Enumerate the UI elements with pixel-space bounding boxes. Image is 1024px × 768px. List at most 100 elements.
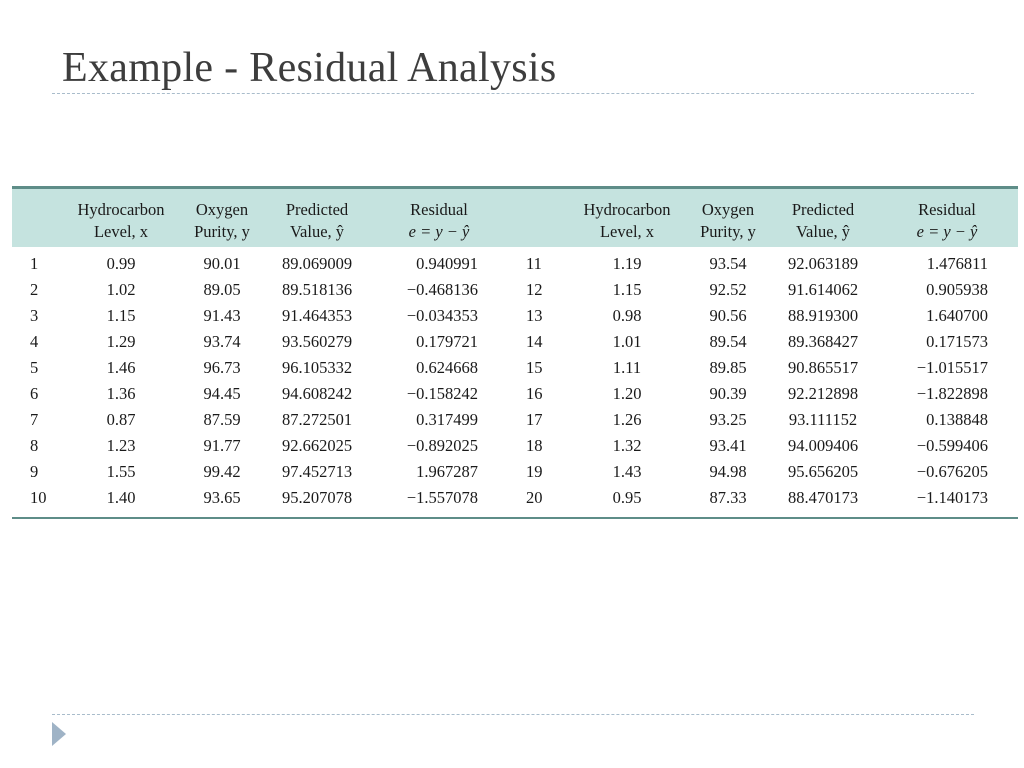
oxygen-cell: 90.56: [709, 306, 747, 325]
header-label: Value, ŷ: [289, 222, 345, 241]
residual-cell: 1.476811: [926, 254, 988, 273]
predicted-cell: 88.919300: [787, 306, 859, 325]
residual-cell: −0.599406: [916, 436, 988, 455]
residual-table: Hydrocarbon Level, x Oxygen Purity, y Pr…: [12, 189, 1018, 511]
residual-cell: −0.468136: [406, 280, 478, 299]
predicted-cell: 92.063189: [787, 254, 859, 273]
header-label: Level, x: [599, 222, 655, 241]
header-label: Hydrocarbon: [583, 200, 671, 219]
obs-cell: 1: [30, 254, 39, 273]
hydrocarbon-cell: 0.98: [612, 306, 642, 325]
obs-cell: 7: [30, 410, 39, 429]
table-bottom-rule: [12, 517, 1018, 519]
residual-table-container: Hydrocarbon Level, x Oxygen Purity, y Pr…: [12, 186, 1018, 519]
residual-cell: 0.171573: [926, 332, 988, 351]
slide-title: Example - Residual Analysis: [62, 45, 557, 91]
oxygen-cell: 87.33: [709, 488, 747, 507]
oxygen-cell: 93.65: [203, 488, 241, 507]
hydrocarbon-cell: 1.29: [106, 332, 136, 351]
obs-cell: 16: [526, 384, 543, 403]
hydrocarbon-cell: 1.02: [106, 280, 136, 299]
oxygen-cell: 99.42: [203, 462, 241, 481]
oxygen-cell: 89.05: [203, 280, 241, 299]
predicted-cell: 87.272501: [281, 410, 353, 429]
header-label: Level, x: [93, 222, 149, 241]
hydrocarbon-cell: 1.36: [106, 384, 136, 403]
title-divider: [52, 93, 974, 94]
predicted-cell: 96.105332: [281, 358, 353, 377]
header-hydrocarbon-left: Hydrocarbon Level, x: [62, 189, 180, 247]
oxygen-cell: 93.41: [709, 436, 747, 455]
oxygen-cell: 91.77: [203, 436, 241, 455]
predicted-cell: 97.452713: [281, 462, 353, 481]
obs-cell: 20: [526, 488, 543, 507]
header-label: e = y − ŷ: [916, 222, 978, 241]
residual-cell: 0.179721: [416, 332, 478, 351]
header-obs-left: [12, 189, 62, 247]
table-row: 2 1.02 89.05 89.518136 −0.468136 12 1.15…: [12, 277, 1018, 303]
obs-cell: 2: [30, 280, 39, 299]
obs-cell: 17: [526, 410, 543, 429]
obs-cell: 3: [30, 306, 39, 325]
obs-cell: 6: [30, 384, 39, 403]
table-row: 8 1.23 91.77 92.662025 −0.892025 18 1.32…: [12, 433, 1018, 459]
residual-cell: 0.940991: [416, 254, 478, 273]
obs-cell: 10: [30, 488, 47, 507]
obs-cell: 9: [30, 462, 39, 481]
table-row: 1 0.99 90.01 89.069009 0.940991 11 1.19 …: [12, 247, 1018, 277]
residual-cell: 0.138848: [926, 410, 988, 429]
residual-cell: −0.034353: [406, 306, 478, 325]
header-hydrocarbon-right: Hydrocarbon Level, x: [568, 189, 686, 247]
oxygen-cell: 89.85: [709, 358, 747, 377]
obs-cell: 18: [526, 436, 543, 455]
predicted-cell: 89.069009: [281, 254, 353, 273]
oxygen-cell: 90.39: [709, 384, 747, 403]
hydrocarbon-cell: 1.15: [612, 280, 642, 299]
predicted-cell: 89.368427: [787, 332, 859, 351]
oxygen-cell: 93.54: [709, 254, 747, 273]
footer-divider: [52, 714, 974, 715]
predicted-cell: 94.009406: [787, 436, 859, 455]
hydrocarbon-cell: 0.87: [106, 410, 136, 429]
header-predicted-left: Predicted Value, ŷ: [264, 189, 370, 247]
obs-cell: 14: [526, 332, 543, 351]
hydrocarbon-cell: 1.11: [612, 358, 642, 377]
predicted-cell: 89.518136: [281, 280, 353, 299]
header-label: Purity, y: [700, 222, 756, 241]
obs-cell: 12: [526, 280, 543, 299]
hydrocarbon-cell: 1.46: [106, 358, 136, 377]
table-row: 10 1.40 93.65 95.207078 −1.557078 20 0.9…: [12, 485, 1018, 511]
oxygen-cell: 87.59: [203, 410, 241, 429]
table-row: 6 1.36 94.45 94.608242 −0.158242 16 1.20…: [12, 381, 1018, 407]
header-label: e = y − ŷ: [408, 222, 470, 241]
predicted-cell: 92.212898: [787, 384, 859, 403]
header-oxygen-right: Oxygen Purity, y: [686, 189, 770, 247]
obs-cell: 8: [30, 436, 39, 455]
residual-cell: −1.140173: [916, 488, 988, 507]
oxygen-cell: 90.01: [203, 254, 241, 273]
table-top-rule: [12, 186, 1018, 189]
hydrocarbon-cell: 0.99: [106, 254, 136, 273]
oxygen-cell: 94.45: [203, 384, 241, 403]
oxygen-cell: 94.98: [709, 462, 747, 481]
hydrocarbon-cell: 1.15: [106, 306, 136, 325]
header-label: Purity, y: [194, 222, 250, 241]
predicted-cell: 91.464353: [281, 306, 353, 325]
header-label: Residual: [410, 200, 468, 219]
hydrocarbon-cell: 0.95: [612, 488, 642, 507]
oxygen-cell: 93.25: [709, 410, 747, 429]
residual-cell: −0.676205: [916, 462, 988, 481]
predicted-cell: 95.656205: [787, 462, 859, 481]
predicted-cell: 88.470173: [787, 488, 859, 507]
predicted-cell: 92.662025: [281, 436, 353, 455]
oxygen-cell: 96.73: [203, 358, 241, 377]
header-obs-right: [508, 189, 568, 247]
hydrocarbon-cell: 1.32: [612, 436, 642, 455]
header-label: Oxygen: [195, 200, 249, 219]
header-label: Hydrocarbon: [77, 200, 165, 219]
residual-cell: 0.317499: [416, 410, 478, 429]
predicted-cell: 94.608242: [281, 384, 353, 403]
hydrocarbon-cell: 1.01: [612, 332, 642, 351]
residual-cell: 0.905938: [926, 280, 988, 299]
residual-cell: 1.640700: [926, 306, 988, 325]
